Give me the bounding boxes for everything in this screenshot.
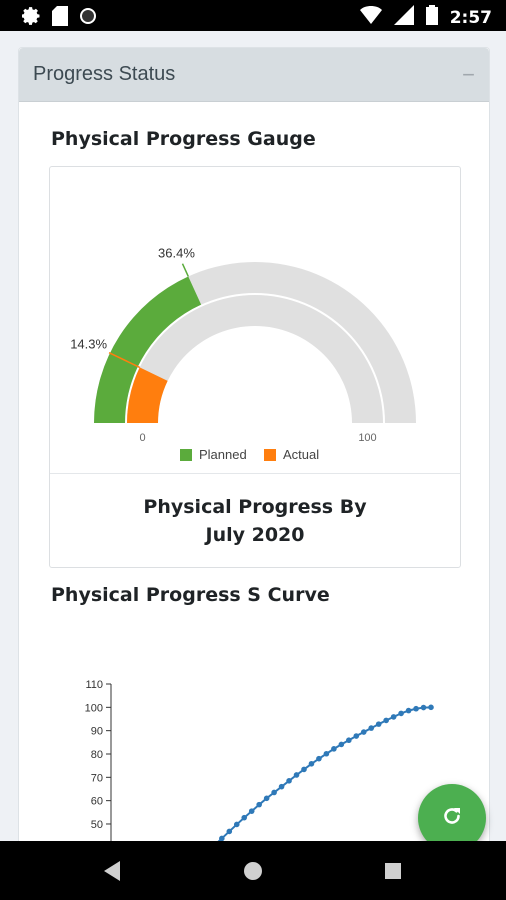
progress-status-card: Progress Status − Physical Progress Gaug… — [18, 47, 490, 841]
s-curve-point — [428, 704, 434, 711]
s-curve-point — [323, 750, 330, 757]
clock: 2:57 — [449, 7, 492, 28]
gauge-section-title: Physical Progress Gauge — [51, 128, 316, 150]
s-curve-section-title: Physical Progress S Curve — [51, 584, 330, 606]
gauge-bar-actual — [127, 367, 168, 423]
s-curve-point — [271, 789, 277, 796]
gauge-label-line — [108, 351, 141, 369]
battery-icon — [425, 5, 438, 30]
s-curve-point — [360, 729, 367, 735]
home-icon — [244, 862, 262, 880]
s-curve-point — [308, 760, 315, 767]
collapse-icon[interactable]: − — [462, 61, 475, 87]
gauge-value-label: 36.4% — [158, 246, 195, 261]
s-curve-point — [398, 710, 404, 717]
gauge-value-label: 14.3% — [70, 337, 107, 352]
recents-button[interactable] — [380, 858, 406, 884]
refresh-icon — [440, 804, 464, 833]
legend-label-actual: Actual — [283, 447, 319, 462]
refresh-button[interactable] — [418, 784, 486, 841]
gauge-max-label: 100 — [358, 432, 376, 444]
status-bar: 2:57 — [0, 0, 506, 31]
legend-label-planned: Planned — [199, 447, 247, 462]
y-tick-label: 80 — [91, 749, 103, 761]
card-header[interactable]: Progress Status − — [19, 48, 489, 102]
s-curve-point — [353, 733, 360, 739]
legend-swatch-actual — [264, 449, 276, 461]
home-button[interactable] — [240, 858, 266, 884]
gauge-footer-text: Physical Progress By July 2020 — [143, 495, 367, 546]
gauge-label-line — [181, 263, 189, 277]
back-button[interactable] — [100, 858, 126, 884]
s-curve-line — [217, 706, 432, 841]
s-curve-point — [390, 714, 397, 720]
gauge-footer: Physical Progress By July 2020 — [50, 473, 460, 567]
s-curve-point — [316, 755, 322, 762]
s-curve-point — [293, 772, 300, 778]
y-tick-label: 110 — [85, 679, 103, 691]
page-content: Progress Status − Physical Progress Gaug… — [0, 31, 506, 841]
gauge-bar-planned — [94, 276, 202, 423]
s-curve-point — [241, 814, 248, 821]
s-curve-point — [368, 725, 375, 731]
s-curve-point — [233, 821, 240, 828]
card-title: Progress Status — [33, 63, 176, 85]
legend-swatch-planned — [180, 449, 192, 461]
s-curve-point — [405, 707, 412, 714]
s-curve-point — [331, 746, 337, 752]
sd-card-icon — [52, 6, 68, 31]
gauge-min-label: 0 — [139, 432, 145, 444]
s-curve-point — [420, 704, 427, 711]
y-tick-label: 50 — [91, 819, 103, 831]
circle-icon — [78, 6, 98, 31]
y-tick-label: 70 — [91, 772, 103, 784]
signal-icon — [393, 5, 414, 30]
gauge-chart: 36.4% 14.3% 0 100 Planned Actual — [70, 246, 416, 462]
s-curve-point — [278, 783, 285, 790]
y-tick-label: 90 — [91, 726, 103, 738]
s-curve-point — [286, 778, 292, 784]
s-curve-point — [375, 721, 382, 727]
s-curve-point — [413, 705, 419, 712]
s-curve-point — [226, 828, 233, 835]
gauge-panel: 36.4% 14.3% 0 100 Planned Actual Physical Pro… — [49, 166, 461, 568]
s-curve-point — [383, 717, 389, 724]
s-curve-point — [346, 737, 352, 744]
wifi-icon — [359, 5, 382, 30]
y-tick-label: 100 — [85, 702, 103, 714]
s-curve-point — [301, 766, 307, 773]
s-curve-point — [219, 835, 225, 841]
gear-icon — [21, 6, 42, 31]
gauge-track — [127, 295, 383, 423]
navigation-bar — [0, 841, 506, 900]
recents-icon — [385, 863, 401, 879]
y-tick-label: 60 — [91, 796, 103, 808]
s-curve-point — [248, 808, 255, 814]
s-curve-point — [338, 741, 345, 748]
s-curve-chart: 30405060708090100110 — [85, 679, 434, 841]
s-curve-point — [256, 801, 262, 808]
back-icon — [104, 861, 120, 881]
s-curve-point — [263, 795, 270, 802]
